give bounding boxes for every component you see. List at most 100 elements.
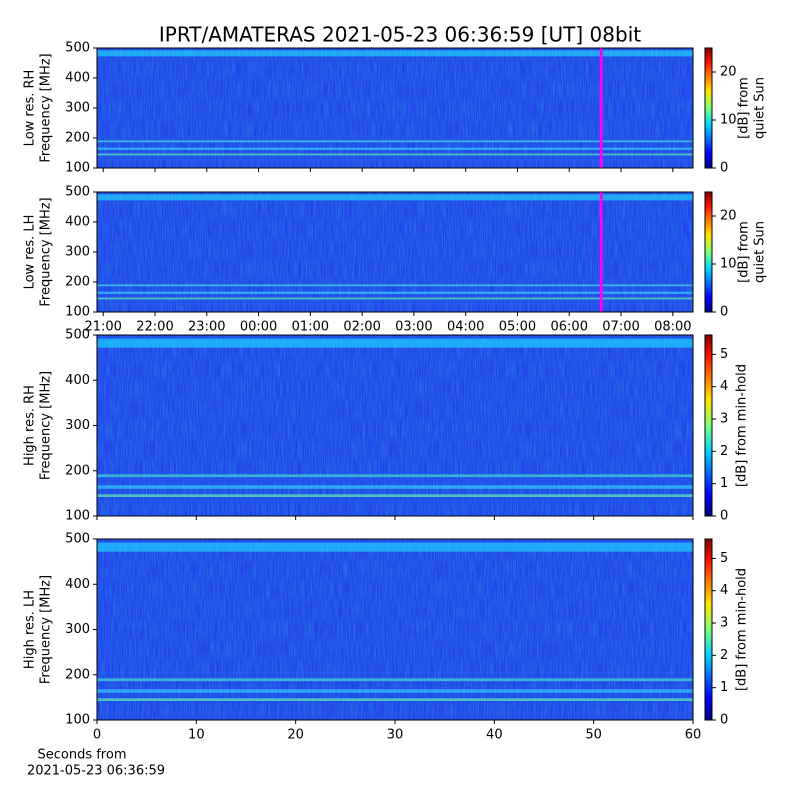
y-axis-label: Frequency [MHz]: [39, 197, 54, 306]
x-tick-label: 03:00: [395, 320, 432, 335]
colorbar-label: [dB] from: [737, 77, 752, 139]
colorbar-tick-label: 0: [720, 509, 728, 524]
colorbar: [705, 192, 712, 312]
colorbar-label: quiet Sun: [753, 221, 768, 283]
colorbar-label: [dB] from min-hold: [735, 364, 750, 487]
y-tick-label: 500: [65, 185, 90, 200]
colorbar-tick-label: 10: [720, 113, 737, 128]
y-tick-label: 400: [65, 71, 90, 86]
colorbar-label: quiet Sun: [753, 77, 768, 139]
spectrogram-band: [97, 297, 693, 300]
spectrogram-band: [97, 698, 693, 701]
colorbar: [705, 539, 712, 720]
spectrogram-band: [97, 147, 693, 150]
x-tick-label: 07:00: [602, 320, 639, 335]
colorbar-tick-label: 1: [720, 680, 728, 695]
x-tick-label: 02:00: [343, 320, 380, 335]
chart-title: IPRT/AMATERAS 2021-05-23 06:36:59 [UT] 0…: [159, 23, 641, 47]
x-tick-label: 23:00: [188, 320, 225, 335]
y-tick-label: 300: [65, 418, 90, 433]
x-tick-label: 01:00: [292, 320, 329, 335]
spectrogram-band: [97, 474, 693, 478]
y-tick-label: 100: [65, 305, 90, 320]
spectrogram-band: [97, 194, 693, 201]
y-axis-label: Frequency [MHz]: [39, 53, 54, 162]
x-tick-label: 06:00: [551, 320, 588, 335]
x-tick-label: 0: [93, 728, 101, 743]
y-tick-label: 500: [65, 328, 90, 343]
x-tick-label: 40: [486, 728, 503, 743]
colorbar-tick-label: 20: [720, 209, 737, 224]
x-axis-label: 2021-05-23 06:36:59: [27, 764, 165, 779]
y-tick-label: 200: [65, 463, 90, 478]
colorbar-frame: [704, 191, 713, 313]
colorbar-label: [dB] from min-hold: [735, 568, 750, 691]
x-tick-label: 30: [387, 728, 404, 743]
y-tick-label: 500: [65, 41, 90, 56]
colorbar-tick-label: 4: [720, 379, 728, 394]
y-tick-label: 200: [65, 275, 90, 290]
colorbar: [705, 48, 712, 168]
x-axis-label: Seconds from: [37, 748, 126, 763]
y-axis-label: Frequency [MHz]: [39, 371, 54, 480]
x-tick-label: 21:00: [84, 320, 121, 335]
spectrogram-band: [97, 284, 693, 287]
y-tick-label: 400: [65, 373, 90, 388]
y-tick-label: 100: [65, 161, 90, 176]
colorbar: [705, 335, 712, 516]
colorbar-frame: [704, 538, 713, 721]
x-tick-label: 10: [188, 728, 205, 743]
spectrogram-band: [97, 542, 693, 552]
y-tick-label: 300: [65, 245, 90, 260]
colorbar-tick-label: 2: [720, 648, 728, 663]
x-tick-label: 00:00: [240, 320, 277, 335]
y-axis-label: High res. RH: [23, 385, 38, 466]
colorbar-frame: [704, 334, 713, 517]
colorbar-tick-label: 1: [720, 476, 728, 491]
spectrogram-band: [97, 338, 693, 348]
y-axis-label: Low res. RH: [23, 70, 38, 147]
y-tick-label: 400: [65, 577, 90, 592]
colorbar-tick-label: 3: [720, 616, 728, 631]
colorbar-tick-label: 2: [720, 444, 728, 459]
colorbar-tick-label: 5: [720, 347, 728, 362]
spectrogram-band: [97, 140, 693, 143]
y-tick-label: 500: [65, 532, 90, 547]
colorbar-tick-label: 3: [720, 412, 728, 427]
y-tick-label: 400: [65, 215, 90, 230]
spectrogram-band: [97, 689, 693, 693]
colorbar-tick-label: 0: [720, 713, 728, 728]
y-tick-label: 100: [65, 509, 90, 524]
colorbar-label: [dB] from: [737, 221, 752, 283]
spectrogram-band: [97, 494, 693, 497]
spectrogram-band: [97, 291, 693, 294]
y-tick-label: 300: [65, 622, 90, 637]
x-tick-label: 50: [585, 728, 602, 743]
x-tick-label: 04:00: [447, 320, 484, 335]
y-axis-label: Frequency [MHz]: [39, 575, 54, 684]
colorbar-tick-label: 5: [720, 551, 728, 566]
y-tick-label: 300: [65, 101, 90, 116]
y-tick-label: 200: [65, 667, 90, 682]
colorbar-tick-label: 0: [720, 161, 728, 176]
y-axis-label: High res. LH: [23, 590, 38, 669]
colorbar-tick-label: 4: [720, 583, 728, 598]
colorbar-tick-label: 10: [720, 257, 737, 272]
spectrogram-band: [97, 50, 693, 57]
colorbar-tick-label: 20: [720, 65, 737, 80]
y-tick-label: 100: [65, 713, 90, 728]
spectrogram-band: [97, 485, 693, 489]
y-axis-label: Low res. LH: [23, 215, 38, 290]
x-tick-label: 60: [685, 728, 702, 743]
x-tick-label: 08:00: [654, 320, 691, 335]
colorbar-tick-label: 0: [720, 305, 728, 320]
y-tick-label: 200: [65, 131, 90, 146]
x-tick-label: 22:00: [136, 320, 173, 335]
colorbar-frame: [704, 47, 713, 169]
x-tick-label: 20: [287, 728, 304, 743]
x-tick-label: 05:00: [499, 320, 536, 335]
spectrogram-band: [97, 153, 693, 156]
spectrogram-band: [97, 678, 693, 682]
